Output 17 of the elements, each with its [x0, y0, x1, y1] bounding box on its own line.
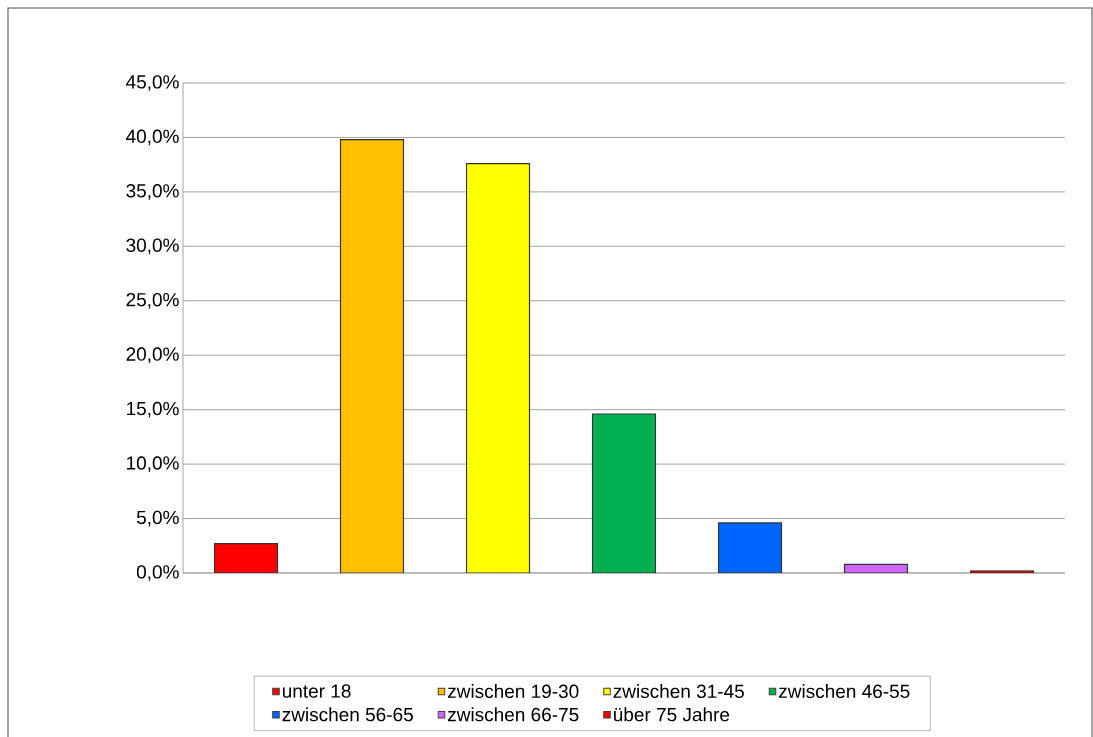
y-tick-label: 25,0% — [126, 292, 179, 309]
legend-label: zwischen 31-45 — [613, 684, 744, 699]
y-tick-label: 35,0% — [126, 184, 179, 200]
y-tick-label: 45,0% — [126, 75, 179, 91]
y-tick-label: 15,0% — [127, 401, 179, 418]
legend-label: zwischen 66-75 — [448, 707, 579, 722]
y-tick-label: 10,0% — [127, 456, 179, 472]
legend-label: zwischen 56-65 — [282, 707, 413, 722]
y-tick-label: 5,0% — [136, 510, 179, 527]
legend-label: zwischen 19-30 — [448, 684, 579, 699]
y-tick-label: 0,0% — [136, 565, 179, 581]
y-tick-label: 40,0% — [126, 129, 179, 146]
legend-label: unter 18 — [282, 684, 351, 698]
legend-label: über 75 Jahre — [614, 707, 730, 722]
legend-label: zwischen 46-55 — [779, 684, 910, 699]
y-tick-label: 30,0% — [126, 238, 179, 255]
y-tick-label: 20,0% — [126, 347, 179, 364]
